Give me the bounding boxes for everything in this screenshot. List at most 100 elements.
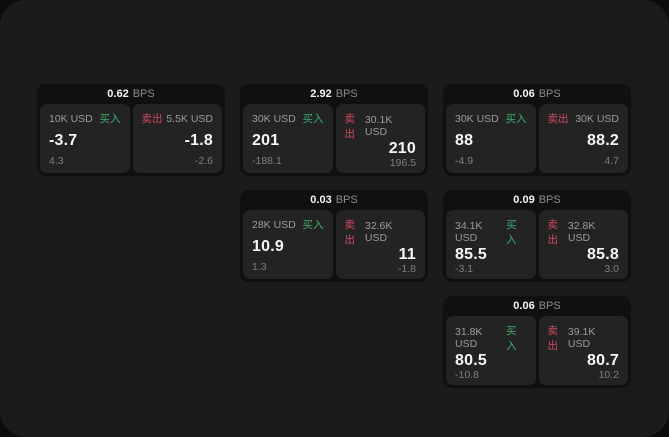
sell-delta: -1.8 [397, 263, 416, 275]
sell-delta: -2.6 [194, 155, 213, 167]
buy-tile-header: 10K USD 买入 [49, 111, 121, 126]
buy-price: 201 [252, 131, 280, 149]
bps-unit-label: BPS [538, 88, 561, 100]
sell-tile-header: 卖出 32.6K USD [345, 217, 417, 247]
sell-delta: 4.7 [604, 155, 619, 167]
buy-tile-header: 30K USD 买入 [455, 111, 527, 126]
quote-card: 0.62 BPS 10K USD 买入 -3.7 4.3 卖出 5.5K USD… [37, 84, 225, 176]
buy-price: -3.7 [49, 131, 78, 149]
buy-amount: 28K USD [252, 218, 296, 231]
buy-quote-tile[interactable]: 34.1K USD 买入 85.5 -3.1 [446, 210, 536, 279]
buy-price: 85.5 [455, 246, 487, 263]
bps-value: 2.92 [310, 88, 332, 100]
sell-price: 11 [398, 246, 416, 263]
buy-delta: -188.1 [252, 155, 282, 167]
buy-side-label: 买入 [506, 219, 517, 246]
quote-card: 0.09 BPS 34.1K USD 买入 85.5 -3.1 卖出 32.8K… [443, 190, 631, 282]
bps-header: 0.09 BPS [446, 190, 628, 210]
buy-quote-tile[interactable]: 30K USD 买入 88 -4.9 [446, 104, 536, 173]
quote-card: 0.06 BPS 30K USD 买入 88 -4.9 卖出 30K USD 8… [443, 84, 631, 176]
bps-value: 0.62 [107, 88, 129, 100]
quote-card: 2.92 BPS 30K USD 买入 201 -188.1 卖出 30.1K … [240, 84, 428, 176]
bps-unit-label: BPS [538, 300, 561, 312]
bps-header: 0.06 BPS [446, 296, 628, 316]
buy-side-label: 买入 [302, 219, 324, 231]
buy-amount: 31.8K USD [455, 326, 483, 350]
bps-value: 0.06 [513, 300, 535, 312]
sell-tile-header: 卖出 30.1K USD [345, 111, 417, 141]
bps-unit-label: BPS [538, 194, 561, 206]
buy-tile-header: 31.8K USD 买入 [455, 323, 527, 353]
buy-side-label: 买入 [99, 113, 121, 125]
buy-quote-tile[interactable]: 30K USD 买入 201 -188.1 [243, 104, 333, 173]
buy-price: 80.5 [455, 352, 487, 369]
sell-side-label: 卖出 [547, 219, 559, 246]
sell-quote-tile[interactable]: 卖出 32.8K USD 85.8 3.0 [538, 210, 628, 279]
sell-quote-tile[interactable]: 卖出 32.6K USD 11 -1.8 [335, 210, 425, 279]
quote-card-body: 28K USD 买入 10.9 1.3 卖出 32.6K USD 11 -1.8 [243, 210, 425, 279]
bps-header: 0.62 BPS [40, 84, 222, 104]
buy-delta: -4.9 [455, 155, 474, 167]
buy-amount: 10K USD [49, 112, 93, 125]
sell-quote-tile[interactable]: 卖出 30.1K USD 210 196.5 [335, 104, 425, 173]
sell-tile-header: 卖出 30K USD [548, 111, 620, 126]
sell-price: -1.8 [184, 131, 213, 149]
sell-amount: 39.1K USD [567, 326, 596, 350]
buy-quote-tile[interactable]: 28K USD 买入 10.9 1.3 [243, 210, 333, 279]
buy-side-label: 买入 [505, 113, 527, 125]
sell-amount: 5.5K USD [166, 112, 213, 125]
bps-header: 0.03 BPS [243, 190, 425, 210]
sell-delta: 3.0 [604, 263, 619, 275]
buy-tile-header: 28K USD 买入 [252, 217, 324, 232]
buy-amount: 34.1K USD [455, 220, 483, 244]
sell-quote-tile[interactable]: 卖出 5.5K USD -1.8 -2.6 [132, 104, 222, 173]
buy-delta: -10.8 [455, 369, 479, 381]
sell-side-label: 卖出 [547, 113, 569, 125]
buy-delta: 4.3 [49, 155, 64, 167]
sell-delta: 196.5 [389, 157, 416, 169]
buy-side-label: 买入 [506, 325, 517, 352]
sell-amount: 30K USD [575, 112, 619, 125]
sell-side-label: 卖出 [344, 219, 356, 246]
sell-tile-header: 卖出 32.8K USD [548, 217, 620, 247]
sell-quote-tile[interactable]: 卖出 30K USD 88.2 4.7 [538, 104, 628, 173]
quote-card-body: 30K USD 买入 88 -4.9 卖出 30K USD 88.2 4.7 [446, 104, 628, 173]
quote-card: 0.03 BPS 28K USD 买入 10.9 1.3 卖出 32.6K US… [240, 190, 428, 282]
bps-header: 0.06 BPS [446, 84, 628, 104]
bps-value: 0.03 [310, 194, 332, 206]
sell-quote-tile[interactable]: 卖出 39.1K USD 80.7 10.2 [538, 316, 628, 385]
bps-value: 0.06 [513, 88, 535, 100]
sell-tile-header: 卖出 5.5K USD [142, 111, 214, 126]
quote-card-body: 31.8K USD 买入 80.5 -10.8 卖出 39.1K USD 80.… [446, 316, 628, 385]
quote-card-body: 34.1K USD 买入 85.5 -3.1 卖出 32.8K USD 85.8… [446, 210, 628, 279]
bps-unit-label: BPS [335, 88, 358, 100]
sell-amount: 32.8K USD [567, 220, 596, 244]
bps-value: 0.09 [513, 194, 535, 206]
sell-tile-header: 卖出 39.1K USD [548, 323, 620, 353]
bps-header: 2.92 BPS [243, 84, 425, 104]
sell-side-label: 卖出 [344, 113, 356, 140]
sell-price: 210 [388, 140, 416, 157]
buy-quote-tile[interactable]: 10K USD 买入 -3.7 4.3 [40, 104, 130, 173]
bps-unit-label: BPS [132, 88, 155, 100]
buy-delta: -3.1 [455, 263, 474, 275]
quote-card-body: 30K USD 买入 201 -188.1 卖出 30.1K USD 210 1… [243, 104, 425, 173]
sell-price: 85.8 [587, 246, 619, 263]
quote-card: 0.06 BPS 31.8K USD 买入 80.5 -10.8 卖出 39.1… [443, 296, 631, 388]
buy-delta: 1.3 [252, 261, 267, 273]
buy-amount: 30K USD [455, 112, 499, 125]
buy-side-label: 买入 [302, 113, 324, 125]
sell-price: 80.7 [587, 352, 619, 369]
sell-amount: 32.6K USD [364, 220, 393, 244]
quote-card-body: 10K USD 买入 -3.7 4.3 卖出 5.5K USD -1.8 -2.… [40, 104, 222, 173]
buy-tile-header: 34.1K USD 买入 [455, 217, 527, 247]
buy-tile-header: 30K USD 买入 [252, 111, 324, 126]
sell-price: 88.2 [587, 131, 619, 149]
sell-delta: 10.2 [598, 369, 619, 381]
buy-price: 88 [455, 131, 474, 149]
bps-unit-label: BPS [335, 194, 358, 206]
sell-side-label: 卖出 [141, 113, 163, 125]
sell-amount: 30.1K USD [364, 114, 393, 138]
buy-quote-tile[interactable]: 31.8K USD 买入 80.5 -10.8 [446, 316, 536, 385]
